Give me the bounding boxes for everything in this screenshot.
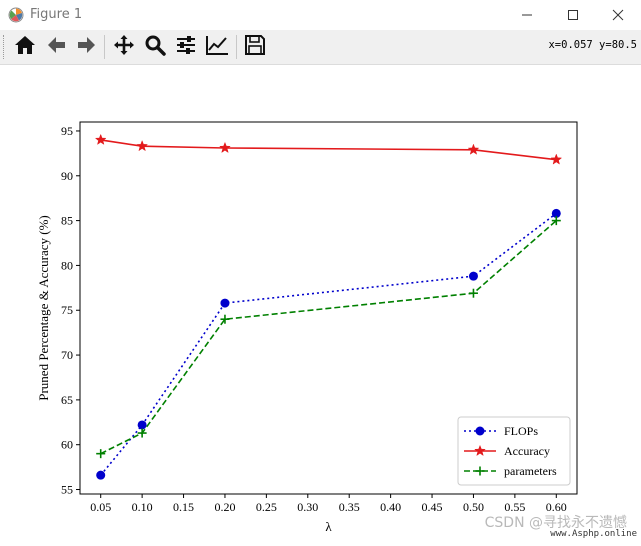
data-point-parameters xyxy=(220,314,230,324)
data-point-parameters xyxy=(551,216,561,226)
legend-marker-parameters xyxy=(475,466,485,476)
x-tick-label: 0.10 xyxy=(132,500,153,514)
minimize-button[interactable] xyxy=(504,0,550,30)
forward-arrow-icon xyxy=(76,34,98,60)
legend-marker-accuracy xyxy=(474,444,486,457)
pan-button[interactable] xyxy=(111,33,137,61)
forward-button[interactable] xyxy=(74,33,100,61)
x-tick-label: 0.15 xyxy=(173,500,194,514)
title-bar: Figure 1 xyxy=(0,0,641,30)
save-button[interactable] xyxy=(242,33,268,61)
legend-box xyxy=(457,416,571,486)
cursor-coordinates: x=0.057 y=80.5 xyxy=(548,39,637,51)
minimize-icon xyxy=(521,6,533,25)
x-tick-label: 0.40 xyxy=(380,500,401,514)
legend-label-parameters: parameters xyxy=(504,464,557,478)
x-tick-label: 0.20 xyxy=(214,500,235,514)
back-arrow-icon xyxy=(45,34,67,60)
site-watermark: www.Asphp.online xyxy=(550,529,637,539)
y-tick-label: 85 xyxy=(61,214,73,228)
data-point-parameters xyxy=(96,449,106,459)
x-tick-label: 0.50 xyxy=(463,500,484,514)
data-point-accuracy xyxy=(219,141,231,154)
x-tick-label: 0.45 xyxy=(422,500,443,514)
data-point-accuracy xyxy=(136,139,149,152)
y-tick-label: 65 xyxy=(61,393,73,407)
legend-marker-flops xyxy=(475,426,485,436)
zoom-icon xyxy=(144,34,166,60)
toolbar-grip xyxy=(3,35,7,59)
series-line-accuracy xyxy=(100,139,557,161)
y-tick-label: 95 xyxy=(61,124,73,138)
data-point-accuracy xyxy=(467,143,480,155)
y-tick-label: 75 xyxy=(61,303,73,317)
line-chart: 0.05 0.10 0.15 0.20 0.25 0.30 0.35 0.40 0.45 0.50… xyxy=(36,121,578,534)
y-tick-label: 55 xyxy=(61,483,73,497)
close-button[interactable] xyxy=(595,0,641,30)
data-point-parameters xyxy=(468,288,478,298)
x-tick-label: 0.05 xyxy=(90,500,111,514)
legend-label-flops: FLOPs xyxy=(504,424,538,438)
plot-frame xyxy=(79,121,578,495)
matplotlib-app-icon xyxy=(8,7,24,23)
subplots-config-button[interactable] xyxy=(173,33,199,61)
x-tick-label: 0.35 xyxy=(339,500,360,514)
data-point-flops xyxy=(551,208,561,218)
y-tick-label: 90 xyxy=(61,169,73,183)
x-tick-label: 0.30 xyxy=(297,500,318,514)
x-tick-label: 0.25 xyxy=(256,500,277,514)
csdn-watermark: CSDN @寻找永不遗憾 xyxy=(484,515,627,531)
x-tick-label: 0.60 xyxy=(546,500,567,514)
data-point-flops xyxy=(137,420,147,430)
toolbar-separator xyxy=(104,35,105,59)
window-title: Figure 1 xyxy=(30,7,83,22)
data-point-parameters xyxy=(137,428,147,438)
data-point-flops xyxy=(468,271,478,281)
zoom-button[interactable] xyxy=(142,33,168,61)
home-button[interactable] xyxy=(12,33,38,61)
close-icon xyxy=(612,6,624,25)
x-tick-label: 0.55 xyxy=(504,500,525,514)
maximize-button[interactable] xyxy=(550,0,596,30)
edit-axes-button[interactable] xyxy=(204,33,230,61)
y-tick-label: 60 xyxy=(61,438,73,452)
y-tick-label: 70 xyxy=(61,348,73,362)
data-point-flops xyxy=(96,470,106,480)
back-button[interactable] xyxy=(43,33,69,61)
x-axis-label: λ xyxy=(325,519,332,534)
series-line-parameters xyxy=(100,219,557,455)
save-icon xyxy=(244,34,266,60)
data-point-accuracy xyxy=(94,133,107,145)
legend-label-accuracy: Accuracy xyxy=(504,444,550,458)
edit-axes-icon xyxy=(205,34,229,60)
home-icon xyxy=(14,34,36,60)
data-point-accuracy xyxy=(550,153,563,165)
maximize-icon xyxy=(567,6,579,25)
navigation-toolbar: x=0.057 y=80.5 xyxy=(0,30,641,65)
y-axis-label: Pruned Percentage & Accuracy (%) xyxy=(36,215,51,401)
toolbar-separator xyxy=(236,35,237,59)
subplots-config-icon xyxy=(175,34,197,60)
figure-canvas[interactable]: 0.05 0.10 0.15 0.20 0.25 0.30 0.35 0.40 0.45 0.50… xyxy=(0,65,641,542)
pan-icon xyxy=(113,34,135,60)
data-point-flops xyxy=(220,298,230,308)
y-tick-label: 80 xyxy=(61,258,73,272)
